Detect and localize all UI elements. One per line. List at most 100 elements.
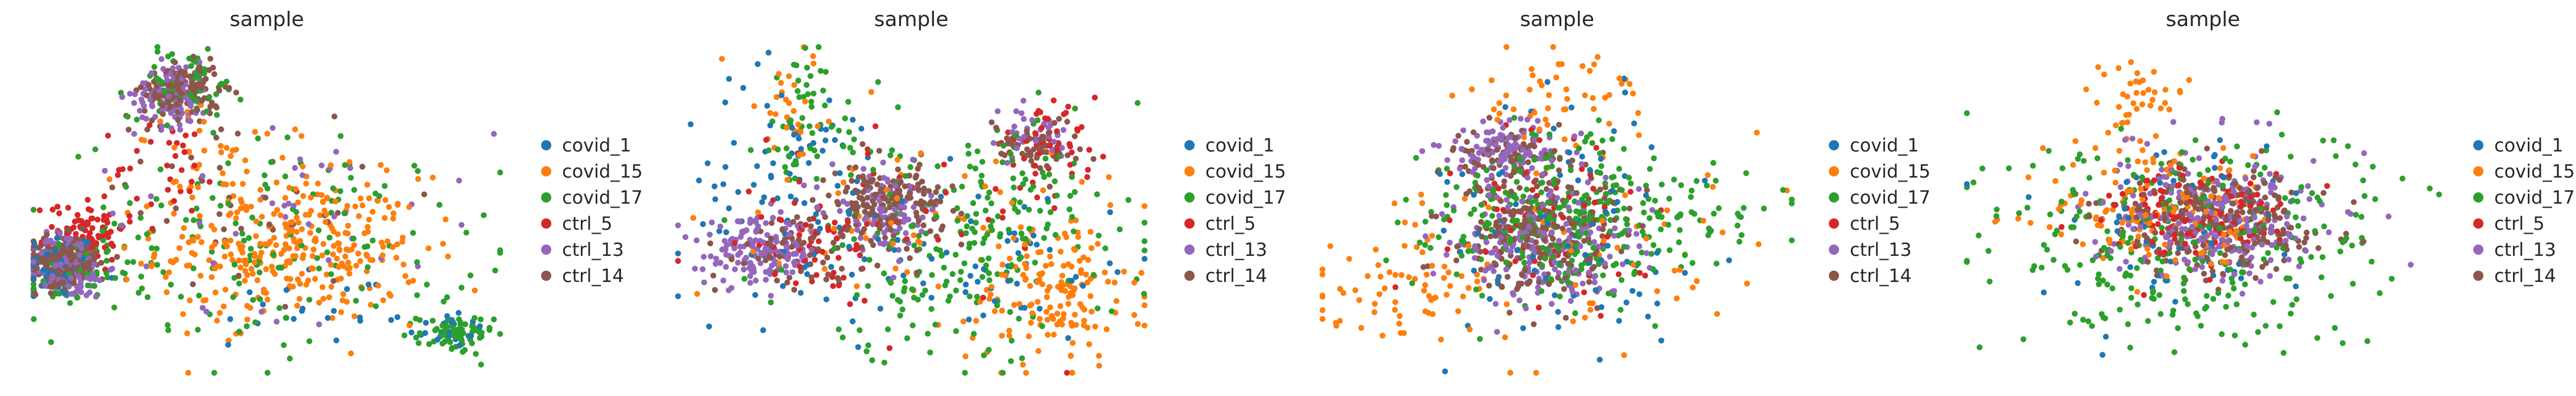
data-point-covid_17	[881, 270, 887, 277]
data-point-ctrl_13	[139, 99, 146, 106]
data-point-ctrl_5	[815, 238, 822, 245]
data-point-ctrl_14	[870, 242, 876, 248]
data-point-ctrl_5	[796, 232, 803, 238]
data-point-covid_15	[890, 241, 896, 247]
data-point-covid_15	[326, 294, 332, 301]
data-point-covid_15	[382, 197, 388, 203]
data-point-covid_15	[690, 214, 697, 221]
data-point-covid_17	[2372, 196, 2378, 203]
data-point-covid_17	[1624, 221, 1630, 228]
data-point-covid_1	[1611, 208, 1617, 214]
data-point-covid_15	[330, 243, 337, 249]
data-point-covid_17	[1459, 252, 1465, 259]
data-point-covid_17	[1034, 117, 1041, 124]
data-point-covid_15	[1011, 235, 1017, 242]
data-point-covid_15	[1543, 116, 1549, 123]
data-point-ctrl_5	[943, 189, 949, 196]
data-point-covid_1	[299, 305, 306, 312]
data-point-ctrl_14	[167, 83, 174, 90]
data-point-ctrl_14	[858, 195, 865, 201]
data-point-ctrl_13	[331, 213, 337, 220]
data-point-ctrl_13	[881, 229, 887, 236]
data-point-covid_17	[193, 98, 199, 104]
data-point-covid_15	[2144, 167, 2150, 173]
data-point-ctrl_14	[859, 141, 866, 148]
data-point-covid_17	[306, 338, 313, 344]
data-point-ctrl_14	[144, 92, 150, 99]
data-point-ctrl_13	[700, 266, 706, 272]
data-point-covid_15	[1654, 288, 1660, 294]
data-point-covid_15	[296, 296, 303, 302]
data-point-covid_15	[238, 205, 244, 212]
data-point-ctrl_5	[2254, 191, 2260, 198]
data-point-ctrl_14	[784, 279, 790, 286]
data-point-covid_1	[726, 205, 732, 212]
data-point-covid_15	[1034, 279, 1041, 285]
data-point-ctrl_14	[1090, 156, 1097, 162]
data-point-ctrl_13	[1486, 183, 1492, 189]
data-point-ctrl_14	[334, 210, 341, 216]
data-point-covid_17	[782, 164, 788, 170]
data-point-ctrl_5	[178, 167, 185, 173]
data-point-covid_15	[755, 209, 761, 216]
data-point-ctrl_14	[137, 158, 144, 165]
data-point-covid_1	[938, 193, 944, 200]
data-point-covid_17	[459, 326, 465, 332]
data-point-covid_15	[1630, 90, 1636, 96]
data-point-covid_17	[854, 292, 860, 298]
data-point-covid_15	[299, 271, 305, 277]
data-point-ctrl_14	[898, 179, 904, 186]
data-point-ctrl_5	[802, 258, 809, 264]
data-point-ctrl_13	[1481, 277, 1487, 284]
data-point-ctrl_5	[1000, 208, 1006, 214]
data-point-ctrl_5	[85, 220, 91, 226]
data-point-covid_1	[943, 249, 950, 256]
data-point-ctrl_13	[1506, 134, 1512, 141]
data-point-ctrl_13	[726, 287, 732, 293]
data-point-covid_17	[1666, 196, 1673, 202]
data-point-covid_15	[1503, 44, 1510, 50]
data-point-covid_17	[2349, 242, 2355, 248]
data-point-covid_15	[224, 243, 231, 250]
data-point-ctrl_14	[830, 239, 837, 246]
data-point-ctrl_14	[1501, 183, 1507, 189]
data-point-ctrl_13	[1041, 120, 1048, 127]
data-point-covid_15	[1112, 279, 1118, 286]
data-point-covid_15	[2129, 209, 2135, 215]
data-point-ctrl_13	[77, 281, 84, 288]
data-point-covid_15	[853, 283, 860, 289]
data-point-covid_1	[1654, 250, 1660, 256]
data-point-ctrl_5	[49, 224, 55, 230]
data-point-ctrl_14	[236, 272, 242, 279]
data-point-covid_15	[286, 258, 292, 264]
data-point-ctrl_14	[1489, 157, 1496, 163]
data-point-ctrl_14	[1044, 163, 1050, 169]
data-point-covid_1	[826, 97, 832, 103]
data-point-covid_15	[1619, 81, 1625, 87]
legend-marker-covid_17	[1184, 192, 1195, 203]
data-point-ctrl_14	[877, 223, 883, 229]
data-point-covid_17	[929, 272, 935, 278]
data-point-ctrl_13	[143, 263, 150, 269]
data-point-ctrl_13	[168, 125, 175, 132]
data-point-covid_15	[253, 218, 259, 225]
data-point-ctrl_14	[766, 241, 773, 247]
data-point-covid_15	[1412, 222, 1418, 228]
data-point-covid_1	[1645, 313, 1651, 320]
data-point-covid_17	[927, 349, 933, 356]
data-point-covid_15	[1381, 285, 1388, 292]
data-point-covid_1	[1080, 283, 1086, 289]
data-point-covid_17	[1422, 242, 1429, 248]
data-point-covid_15	[894, 157, 900, 163]
data-point-covid_15	[1459, 273, 1465, 279]
data-point-covid_1	[711, 183, 718, 189]
data-point-covid_15	[767, 110, 773, 116]
data-point-covid_15	[2025, 174, 2032, 180]
data-point-covid_15	[751, 103, 757, 109]
data-point-ctrl_14	[137, 84, 144, 90]
data-point-ctrl_14	[1453, 257, 1460, 264]
data-point-covid_15	[1449, 92, 1455, 99]
data-point-ctrl_13	[143, 116, 149, 122]
data-point-ctrl_14	[876, 148, 882, 154]
data-point-covid_17	[124, 113, 131, 120]
